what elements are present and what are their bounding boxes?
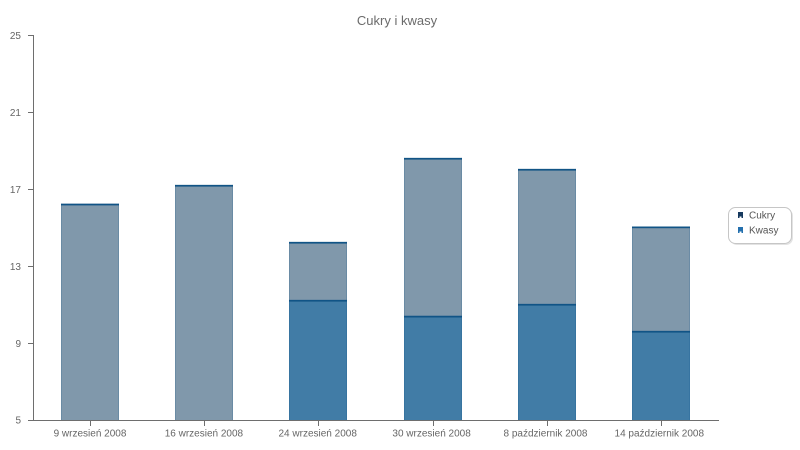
svg-text:14 październik 2008: 14 październik 2008 [615, 429, 705, 440]
svg-text:16 wrzesień 2008: 16 wrzesień 2008 [165, 429, 244, 440]
svg-text:13: 13 [10, 262, 22, 273]
svg-text:21: 21 [10, 108, 22, 119]
svg-text:17: 17 [10, 185, 22, 196]
svg-text:Cukry i kwasy: Cukry i kwasy [357, 13, 438, 28]
svg-text:5: 5 [15, 416, 21, 427]
svg-text:9: 9 [15, 339, 21, 350]
svg-text:25: 25 [10, 31, 22, 42]
svg-text:8 październik 2008: 8 październik 2008 [504, 429, 588, 440]
svg-text:Kwasy: Kwasy [749, 226, 778, 237]
svg-text:Cukry: Cukry [749, 211, 775, 222]
svg-text:30 wrzesień 2008: 30 wrzesień 2008 [392, 429, 471, 440]
svg-text:9 wrzesień 2008: 9 wrzesień 2008 [54, 429, 127, 440]
svg-text:24 wrzesień 2008: 24 wrzesień 2008 [279, 429, 358, 440]
